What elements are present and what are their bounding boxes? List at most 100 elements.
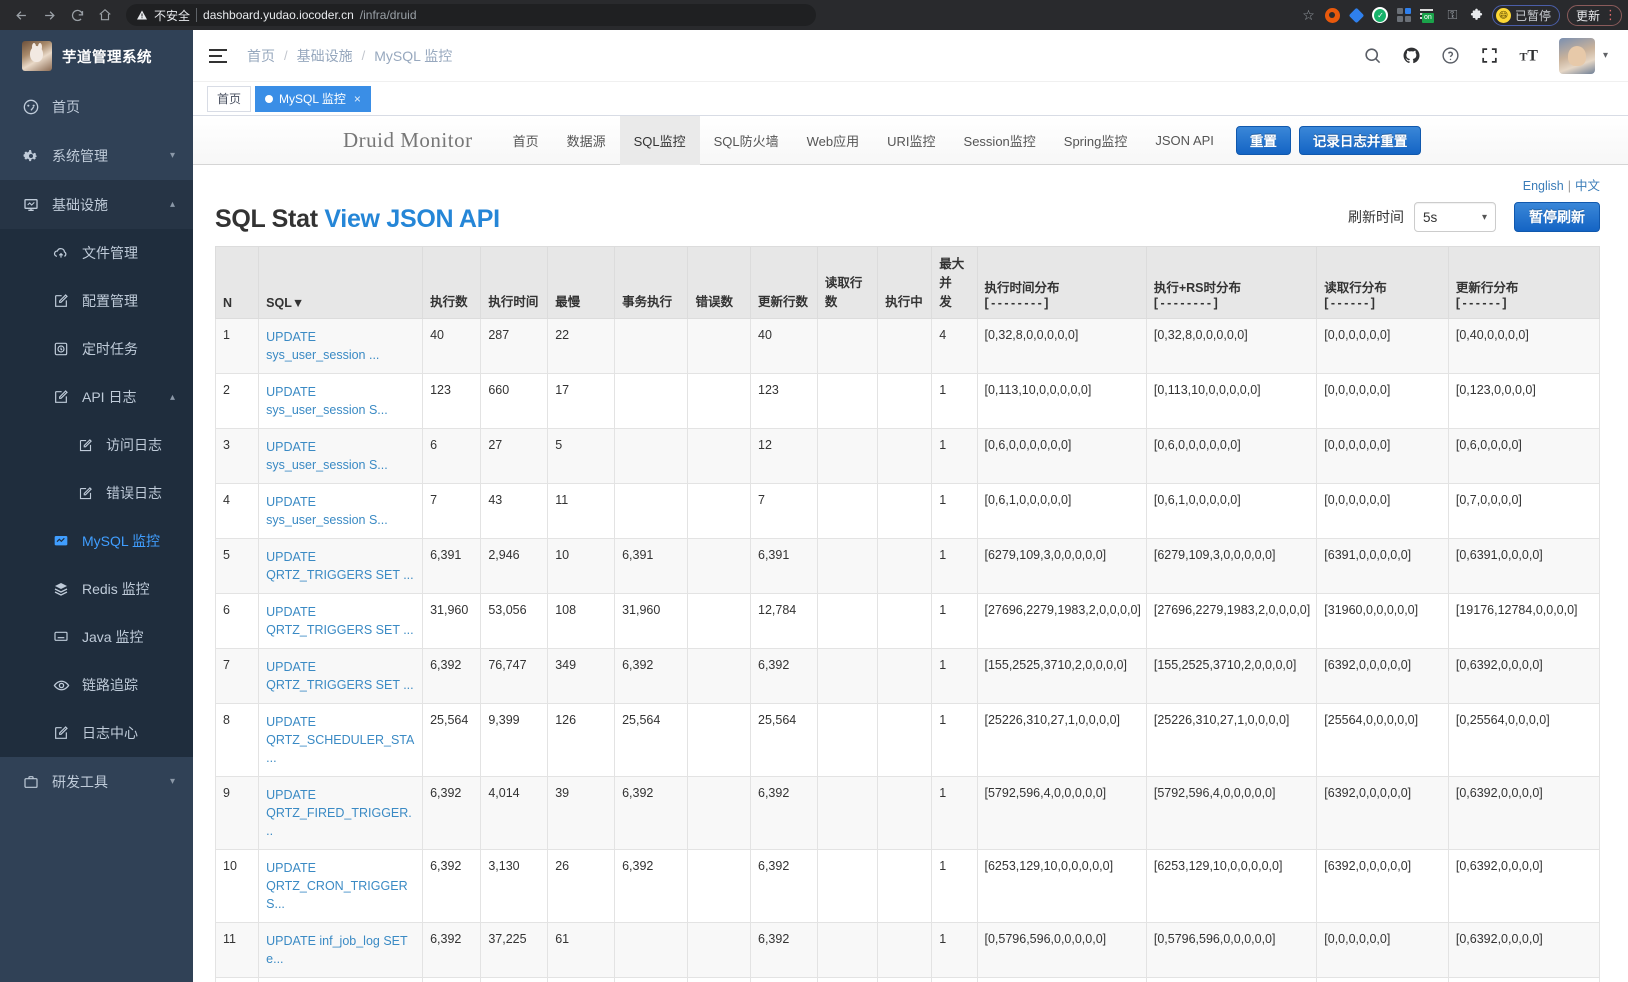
col-running[interactable]: 执行中 <box>877 246 933 319</box>
log-and-reset-button[interactable]: 记录日志并重置 <box>1298 125 1422 155</box>
druid-tab-sql-firewall[interactable]: SQL防火墙 <box>713 133 779 149</box>
sidebar-item-trace[interactable]: 链路追踪 <box>0 661 193 709</box>
col-exec-time[interactable]: 执行时间 <box>480 246 549 319</box>
col-sql[interactable]: SQL▼ <box>258 246 424 319</box>
star-icon[interactable]: ☆ <box>1302 6 1315 23</box>
back-arrow-icon[interactable] <box>8 2 34 28</box>
sidebar-item-system[interactable]: 系统管理 ▾ <box>0 131 193 180</box>
sql-link[interactable]: UPDATE inf_job_log SET e... <box>266 934 408 966</box>
sidebar-item-mysql-monitor[interactable]: MySQL 监控 <box>0 517 193 565</box>
breadcrumb-item-home[interactable]: 首页 <box>247 47 275 64</box>
cell-sql-link[interactable]: UPDATE sys_user_session S... <box>258 373 424 429</box>
sidebar-item-redis-monitor[interactable]: Redis 监控 <box>0 565 193 613</box>
druid-tab-web-app[interactable]: Web应用 <box>806 133 860 149</box>
extension-blue-diamond-icon[interactable] <box>1348 7 1365 24</box>
cell-sql-link[interactable]: UPDATE QRTZ_TRIGGERS SET ... <box>258 648 424 704</box>
cell-sql-link[interactable]: UPDATE QRTZ_SCHEDULER_STA... <box>258 703 424 777</box>
sidebar-item-dev-tools[interactable]: 研发工具 ▾ <box>0 757 193 806</box>
address-bar[interactable]: 不安全 dashboard.yudao.iocoder.cn/infra/dru… <box>126 4 816 26</box>
extension-grid-icon[interactable] <box>1396 7 1413 24</box>
druid-tab-sql-monitor[interactable]: SQL监控 <box>619 116 700 165</box>
sidebar-item-scheduled-task[interactable]: 定时任务 <box>0 325 193 373</box>
sql-link[interactable]: UPDATE QRTZ_TRIGGERS SET ... <box>266 660 414 692</box>
cell-sql-link[interactable]: UPDATE sys_user_session S... <box>258 428 424 484</box>
sidebar-item-file-manage[interactable]: 文件管理 <box>0 229 193 277</box>
reload-icon[interactable] <box>64 2 90 28</box>
druid-tab-uri-monitor[interactable]: URI监控 <box>887 133 936 149</box>
druid-tab-home[interactable]: 首页 <box>512 133 539 149</box>
druid-tab-json-api[interactable]: JSON API <box>1155 132 1214 148</box>
extensions-puzzle-icon[interactable] <box>1468 7 1485 24</box>
search-icon[interactable] <box>1363 46 1382 65</box>
extension-green-check-icon[interactable]: ✓ <box>1372 7 1389 24</box>
sidebar-logo[interactable]: 芋道管理系统 <box>0 30 193 82</box>
sidebar-item-access-log[interactable]: 访问日志 <box>0 421 193 469</box>
forward-arrow-icon[interactable] <box>36 2 62 28</box>
cell-sql-link[interactable]: SELECT TRIGGER_STATE <box>258 977 424 982</box>
tag-home[interactable]: 首页 <box>207 85 252 112</box>
cell-sql-link[interactable]: UPDATE QRTZ_FIRED_TRIGGER... <box>258 776 424 850</box>
col-read-rows-dist[interactable]: 读取行分布 [ - - - - - - ] <box>1316 246 1449 319</box>
home-icon[interactable] <box>92 2 118 28</box>
sidebar-item-home[interactable]: 首页 <box>0 82 193 131</box>
col-exec-rs-dist[interactable]: 执行+RS时分布 [ - - - - - - - - ] <box>1145 246 1318 319</box>
sidebar-item-java-monitor[interactable]: Java 监控 <box>0 613 193 661</box>
view-json-api-link[interactable]: View JSON API <box>324 205 500 233</box>
sidebar-item-api-log[interactable]: API 日志 ▴ <box>0 373 193 421</box>
cell-sql-link[interactable]: UPDATE QRTZ_TRIGGERS SET ... <box>258 593 424 649</box>
tag-mysql-monitor[interactable]: MySQL 监控 × <box>255 85 371 112</box>
extension-orange-ring-icon[interactable] <box>1324 7 1341 24</box>
sql-link[interactable]: UPDATE QRTZ_TRIGGERS SET ... <box>266 605 414 637</box>
language-chinese[interactable]: 中文 <box>1574 179 1600 193</box>
profile-paused-pill[interactable]: 😄 已暂停 <box>1491 4 1560 26</box>
col-read-rows[interactable]: 读取行数 <box>816 246 879 319</box>
sql-link[interactable]: UPDATE QRTZ_FIRED_TRIGGER... <box>266 788 412 838</box>
pause-refresh-button[interactable]: 暂停刷新 <box>1514 202 1600 232</box>
sql-link[interactable]: UPDATE QRTZ_TRIGGERS SET ... <box>266 550 414 582</box>
col-error-count[interactable]: 错误数 <box>687 246 751 319</box>
sql-link[interactable]: UPDATE sys_user_session ... <box>266 330 380 362</box>
extension-list-on-icon[interactable]: on <box>1419 7 1437 24</box>
sidebar-item-error-log[interactable]: 错误日志 <box>0 469 193 517</box>
druid-tab-spring-monitor[interactable]: Spring监控 <box>1063 133 1128 149</box>
col-n[interactable]: N <box>214 246 260 319</box>
sidebar-item-config-manage[interactable]: 配置管理 <box>0 277 193 325</box>
github-icon[interactable] <box>1402 46 1421 65</box>
sidebar-item-infrastructure[interactable]: 基础设施 ▴ <box>0 180 193 229</box>
sql-link[interactable]: UPDATE sys_user_session S... <box>266 385 388 417</box>
col-exec-count[interactable]: 执行数 <box>422 246 482 319</box>
col-max-concurrent[interactable]: 最大并 发 <box>931 246 978 319</box>
close-icon[interactable]: × <box>353 91 361 106</box>
druid-tab-datasource[interactable]: 数据源 <box>566 133 606 149</box>
sql-link[interactable]: UPDATE sys_user_session S... <box>266 495 388 527</box>
chevron-down-icon[interactable]: ▾ <box>1602 50 1608 61</box>
vertical-scrollbar[interactable] <box>1620 116 1628 982</box>
col-exec-time-dist[interactable]: 执行时间分布 [ - - - - - - - - ] <box>976 246 1147 319</box>
sql-link[interactable]: UPDATE sys_user_session S... <box>266 440 388 472</box>
col-tx-exec[interactable]: 事务执行 <box>614 246 689 319</box>
refresh-interval-select[interactable]: 5s ▾ <box>1414 202 1496 232</box>
col-slowest[interactable]: 最慢 <box>547 246 616 319</box>
sidebar-item-log-center[interactable]: 日志中心 <box>0 709 193 757</box>
cell-sql-link[interactable]: UPDATE QRTZ_TRIGGERS SET ... <box>258 538 424 594</box>
druid-tab-session-monitor[interactable]: Session监控 <box>963 133 1036 149</box>
cell-sql-link[interactable]: UPDATE sys_user_session S... <box>258 483 424 539</box>
cell-sql-link[interactable]: UPDATE QRTZ_CRON_TRIGGERS... <box>258 849 424 923</box>
col-update-rows[interactable]: 更新行数 <box>750 246 818 319</box>
update-pill[interactable]: 更新 ⋮ <box>1566 4 1622 26</box>
hamburger-icon[interactable] <box>209 48 229 63</box>
fullscreen-icon[interactable] <box>1480 46 1499 65</box>
extension-key-icon[interactable]: ⚿ <box>1447 7 1458 22</box>
col-update-rows-dist[interactable]: 更新行分布 [ - - - - - - ] <box>1447 246 1601 319</box>
sql-link[interactable]: UPDATE QRTZ_SCHEDULER_STA... <box>266 715 415 765</box>
breadcrumb-item-infrastructure[interactable]: 基础设施 <box>296 47 353 64</box>
reset-button[interactable]: 重置 <box>1235 125 1291 155</box>
kebab-menu-icon[interactable]: ⋮ <box>1604 7 1617 22</box>
cell-sql-link[interactable]: UPDATE sys_user_session ... <box>258 318 424 374</box>
avatar[interactable] <box>1558 37 1595 74</box>
cell-sql-link[interactable]: UPDATE inf_job_log SET e... <box>258 922 424 978</box>
help-circle-icon[interactable] <box>1441 46 1460 65</box>
sql-link[interactable]: UPDATE QRTZ_CRON_TRIGGERS... <box>266 861 408 911</box>
language-english[interactable]: English <box>1522 179 1564 193</box>
